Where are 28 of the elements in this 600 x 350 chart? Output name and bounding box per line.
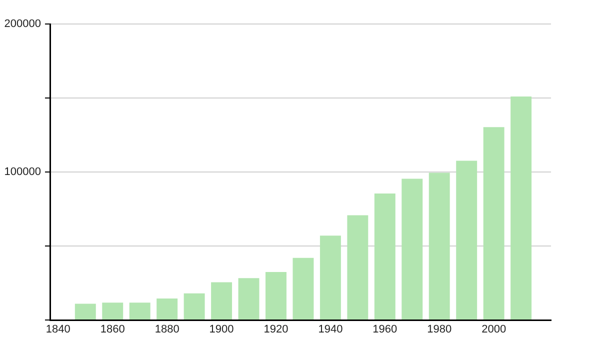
bar — [402, 178, 423, 320]
bar — [184, 293, 205, 320]
bar — [74, 304, 96, 320]
x-tick-label: 1840 — [46, 324, 70, 336]
bar — [292, 258, 314, 320]
bar — [238, 278, 260, 320]
y-tick-label: 100000 — [4, 166, 41, 178]
bar — [320, 236, 341, 320]
x-tick-label: 1880 — [154, 324, 180, 336]
bar — [347, 215, 368, 320]
bar — [428, 172, 450, 320]
bar — [266, 272, 286, 320]
bar — [483, 127, 504, 320]
y-tick-label: 200000 — [4, 18, 41, 30]
x-tick-label: 1920 — [264, 324, 288, 336]
bar — [102, 302, 124, 320]
x-tick-label: 2000 — [482, 324, 506, 336]
x-tick-label: 1960 — [372, 324, 398, 336]
bar — [510, 96, 532, 320]
bar — [156, 298, 178, 320]
bar — [129, 302, 150, 320]
x-tick-label: 1980 — [427, 324, 452, 336]
bar — [374, 193, 396, 320]
x-tick-label: 1940 — [318, 324, 343, 336]
bar — [456, 160, 478, 320]
bar — [211, 282, 232, 320]
x-tick-label: 1860 — [100, 324, 125, 336]
x-tick-label: 1900 — [209, 324, 234, 336]
